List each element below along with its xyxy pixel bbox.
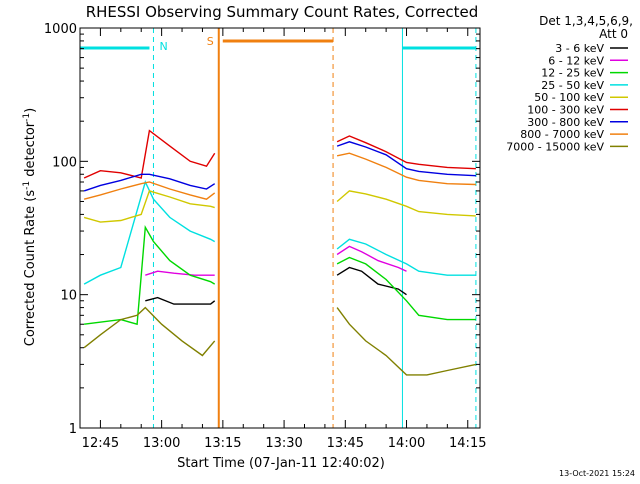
legend-label-100-300-keV: 100 - 300 keV — [527, 104, 604, 117]
series-300-800-keV — [83, 141, 476, 192]
series-line-25-50-keV-part-1 — [83, 180, 216, 285]
series-800-7000-keV — [83, 152, 476, 200]
y-tick-label-10: 10 — [60, 289, 77, 304]
axes: 12:45 13:00 13:15 13:30 13:45 14:00 14:15 1 10 10… — [44, 22, 487, 451]
y-axis-label-sup1: -1 — [22, 181, 32, 190]
series-line-12-25-keV-part-2 — [336, 256, 476, 321]
series-line-6-12-keV-part-2 — [336, 245, 407, 272]
x-tick-label-1415: 14:15 — [449, 436, 486, 451]
legend-label-50-100-keV: 50 - 100 keV — [534, 91, 604, 104]
y-axis-label-mid: detector — [23, 121, 38, 181]
y-axis-label-sup2: -1 — [22, 113, 32, 122]
series-line-800-7000-keV-part-2 — [336, 152, 476, 186]
x-axis-label: Start Time (07-Jan-11 12:40:02) — [177, 456, 385, 471]
plot-frame — [79, 27, 481, 429]
series-line-800-7000-keV-part-1 — [83, 181, 216, 200]
legend-label-800-7000-keV: 800 - 7000 keV — [520, 128, 604, 141]
series-line-25-50-keV-part-2 — [336, 238, 476, 276]
series-12-25-keV — [84, 225, 476, 326]
legend-label-3-6-keV: 3 - 6 keV — [555, 42, 604, 55]
series-7000-15000-keV — [83, 306, 477, 376]
legend-label-7000-15000-keV: 7000 - 15000 keV — [506, 140, 604, 153]
legend-header-line1: Det 1,3,4,5,6,9, — [539, 14, 633, 28]
y-axis-label-main: Corrected Count Rate (s — [23, 190, 38, 347]
x-tick-label-1400: 14:00 — [388, 436, 425, 451]
series-line-3-6-keV-part-1 — [145, 296, 216, 305]
series-line-3-6-keV-part-2 — [336, 266, 407, 296]
legend-header-line2: Att 0 — [599, 27, 628, 41]
series-line-300-800-keV-part-1 — [83, 173, 216, 192]
saa-flag-label: S — [207, 35, 214, 48]
night-flag-label: N — [159, 40, 167, 53]
legend-label-25-50-keV: 25 - 50 keV — [541, 79, 604, 92]
series-line-7000-15000-keV-part-2 — [336, 307, 477, 376]
y-axis-label-end: ) — [23, 108, 38, 113]
timestamp-footer: 13-Oct-2021 15:24 — [559, 469, 635, 478]
series-line-300-800-keV-part-2 — [336, 141, 476, 177]
y-tick-label-100: 100 — [52, 155, 77, 170]
legend-label-300-800-keV: 300 - 800 keV — [527, 116, 604, 129]
series-line-6-12-keV-part-1 — [145, 270, 215, 276]
x-tick-label-1300: 13:00 — [143, 436, 180, 451]
x-tick-label-1345: 13:45 — [327, 436, 364, 451]
y-tick-label-1: 1 — [69, 422, 77, 437]
y-axis-label: Corrected Count Rate (s-1 detector-1) — [22, 108, 38, 346]
series-layer — [83, 129, 477, 376]
x-tick-label-1330: 13:30 — [265, 436, 302, 451]
series-100-300-keV — [83, 129, 476, 179]
series-line-50-100-keV-part-2 — [336, 190, 476, 217]
series-25-50-keV — [83, 180, 476, 285]
series-line-12-25-keV-part-1 — [84, 225, 216, 326]
x-tick-label-1245: 12:45 — [82, 436, 119, 451]
legend-label-12-25-keV: 12 - 25 keV — [541, 67, 604, 80]
series-line-50-100-keV-part-1 — [83, 190, 215, 223]
y-tick-label-1000: 1000 — [44, 22, 77, 37]
series-3-6-keV — [145, 266, 407, 305]
series-line-7000-15000-keV-part-1 — [83, 306, 216, 357]
chart-title: RHESSI Observing Summary Count Rates, Co… — [86, 3, 479, 21]
series-line-100-300-keV-part-1 — [83, 129, 216, 179]
legend-label-6-12-keV: 6 - 12 keV — [548, 54, 604, 67]
series-50-100-keV — [83, 190, 476, 223]
x-tick-label-1315: 13:15 — [204, 436, 241, 451]
series-6-12-keV — [145, 245, 407, 276]
series-line-100-300-keV-part-2 — [336, 135, 476, 170]
